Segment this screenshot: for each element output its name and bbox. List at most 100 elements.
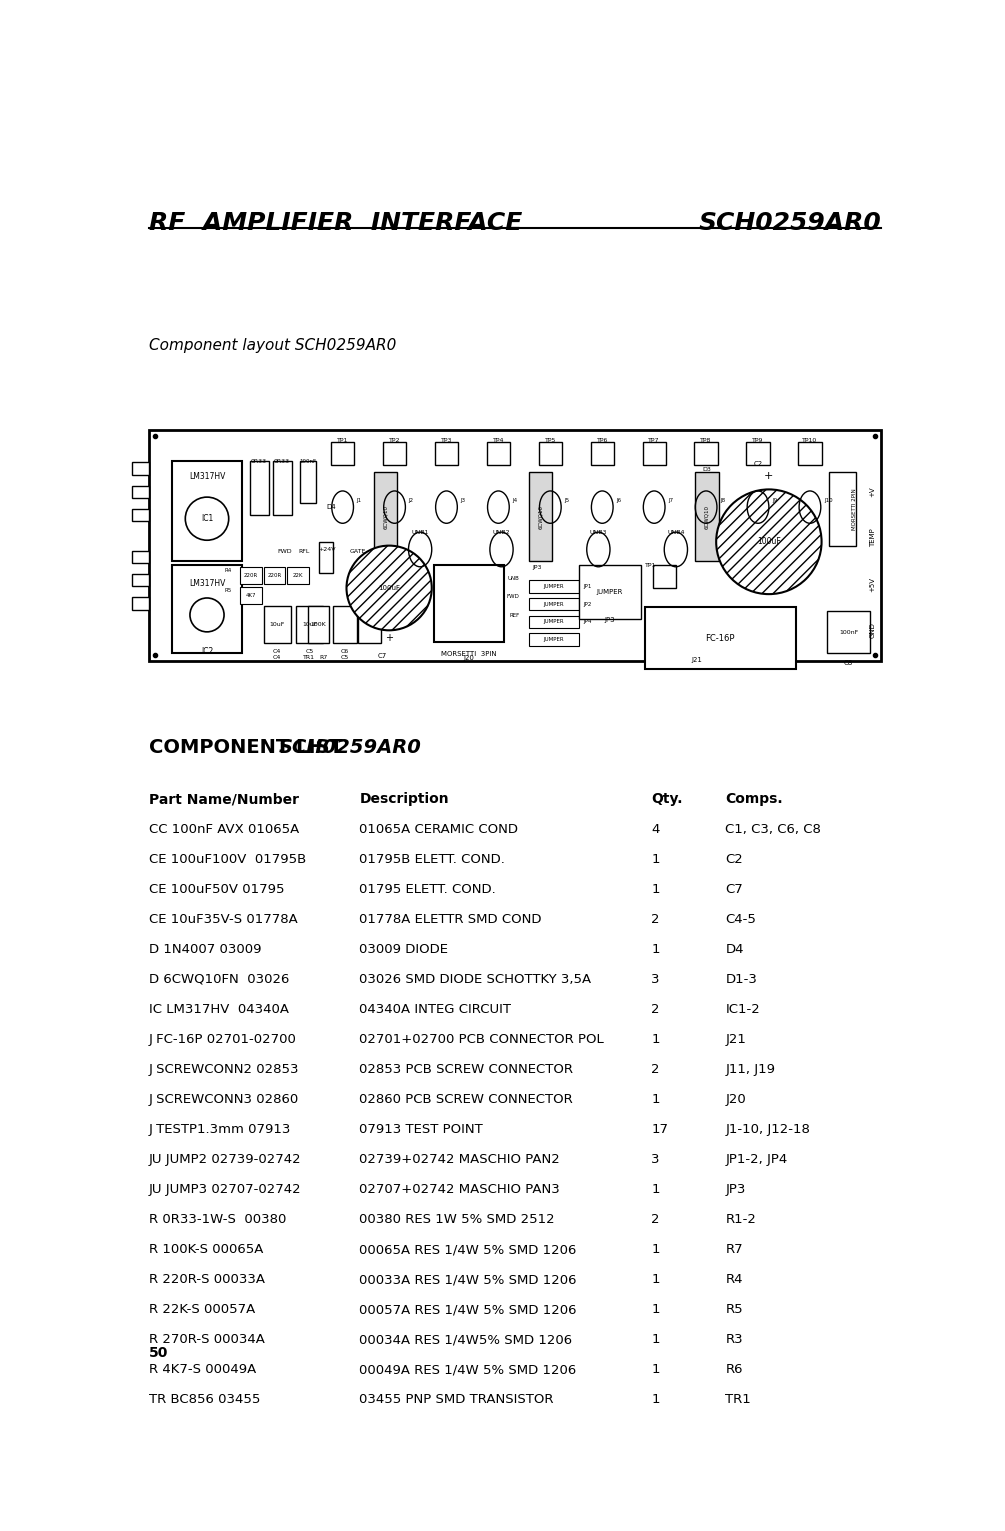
- Text: TEMP: TEMP: [869, 528, 875, 547]
- Bar: [240, 566, 262, 585]
- Text: Description: Description: [360, 792, 449, 805]
- Text: IC2: IC2: [201, 648, 213, 657]
- Text: UNB3: UNB3: [590, 530, 607, 534]
- Text: 1: 1: [651, 1364, 660, 1376]
- Text: J20: J20: [726, 1093, 746, 1105]
- Text: J SCREWCONN2 02853: J SCREWCONN2 02853: [149, 1063, 299, 1076]
- Text: 02701+02700 PCB CONNECTOR POL: 02701+02700 PCB CONNECTOR POL: [360, 1033, 604, 1046]
- Text: R 270R-S 00034A: R 270R-S 00034A: [149, 1334, 265, 1346]
- Text: 01065A CERAMIC COND: 01065A CERAMIC COND: [360, 822, 519, 836]
- Text: 2: 2: [651, 1213, 660, 1226]
- Text: SCH0259AR0: SCH0259AR0: [279, 738, 422, 758]
- Text: R 22K-S 00057A: R 22K-S 00057A: [149, 1303, 255, 1317]
- Bar: [827, 611, 869, 654]
- Text: JP3: JP3: [726, 1183, 746, 1196]
- Text: R 220R-S 00033A: R 220R-S 00033A: [149, 1274, 265, 1286]
- Circle shape: [717, 490, 821, 594]
- Text: 220R: 220R: [267, 573, 281, 579]
- Text: C7: C7: [378, 654, 387, 660]
- Text: CE 100uF100V  01795B: CE 100uF100V 01795B: [149, 853, 307, 867]
- Bar: [486, 441, 510, 465]
- Text: 1: 1: [651, 853, 660, 867]
- Text: JUMPER: JUMPER: [544, 637, 564, 641]
- Text: J10: J10: [824, 498, 832, 502]
- Text: Qty.: Qty.: [651, 792, 682, 805]
- Bar: [695, 473, 719, 560]
- Text: JP3: JP3: [605, 617, 615, 623]
- Text: C2: C2: [726, 853, 743, 867]
- Bar: [529, 634, 579, 646]
- Text: R 100K-S 00065A: R 100K-S 00065A: [149, 1243, 263, 1257]
- Bar: [591, 441, 614, 465]
- Text: 03455 PNP SMD TRANSISTOR: 03455 PNP SMD TRANSISTOR: [360, 1393, 554, 1407]
- Text: TP8: TP8: [700, 438, 712, 442]
- Text: R7: R7: [320, 655, 328, 660]
- Text: C7: C7: [726, 883, 743, 896]
- Text: D4: D4: [327, 504, 336, 510]
- Text: 01795 ELETT. COND.: 01795 ELETT. COND.: [360, 883, 496, 896]
- Bar: [747, 441, 770, 465]
- Text: +24V: +24V: [319, 547, 336, 553]
- Text: JUMPER: JUMPER: [544, 583, 564, 589]
- Text: 6CWQ10: 6CWQ10: [538, 505, 543, 530]
- Text: MORSETTI 2PIN: MORSETTI 2PIN: [851, 488, 856, 530]
- Text: C4: C4: [273, 649, 281, 654]
- Text: GND: GND: [869, 623, 875, 638]
- Text: JP1: JP1: [583, 583, 591, 589]
- Text: C6: C6: [341, 649, 349, 654]
- Text: J TESTP1.3mm 07913: J TESTP1.3mm 07913: [149, 1124, 291, 1136]
- Text: LM317HV: LM317HV: [189, 579, 225, 588]
- Bar: [829, 473, 856, 545]
- Bar: [645, 608, 796, 669]
- Text: J1-10, J12-18: J1-10, J12-18: [726, 1124, 810, 1136]
- Bar: [172, 565, 242, 654]
- Text: 50: 50: [149, 1346, 168, 1361]
- Text: R7: R7: [726, 1243, 743, 1257]
- Bar: [132, 574, 149, 586]
- Text: 1: 1: [651, 1093, 660, 1105]
- Bar: [652, 565, 676, 588]
- Text: 1: 1: [651, 883, 660, 896]
- Text: J5: J5: [564, 498, 570, 502]
- Text: TP9: TP9: [753, 438, 764, 442]
- Text: TR1: TR1: [726, 1393, 751, 1407]
- Bar: [132, 508, 149, 521]
- Text: GATE: GATE: [350, 550, 366, 554]
- Text: 17: 17: [651, 1124, 668, 1136]
- Text: C8: C8: [844, 660, 853, 666]
- Text: FWD: FWD: [277, 550, 291, 554]
- Text: 3: 3: [651, 974, 660, 986]
- Text: 100uF: 100uF: [378, 585, 400, 591]
- Text: CE 10uF35V-S 01778A: CE 10uF35V-S 01778A: [149, 912, 297, 926]
- Text: C5: C5: [341, 655, 349, 660]
- Text: C1, C3, C6, C8: C1, C3, C6, C8: [726, 822, 821, 836]
- Text: JP4: JP4: [583, 620, 591, 625]
- Text: TP7: TP7: [648, 438, 660, 442]
- Text: R4: R4: [726, 1274, 743, 1286]
- Text: JUMPER: JUMPER: [597, 589, 623, 596]
- Text: D 1N4007 03009: D 1N4007 03009: [149, 943, 261, 955]
- Text: 04340A INTEG CIRCUIT: 04340A INTEG CIRCUIT: [360, 1003, 512, 1017]
- Text: IC1: IC1: [201, 514, 213, 524]
- Text: TP3: TP3: [441, 438, 452, 442]
- Text: JUMPER: JUMPER: [544, 602, 564, 606]
- Text: TP4: TP4: [492, 438, 505, 442]
- Circle shape: [347, 545, 432, 631]
- Text: 2: 2: [651, 1063, 660, 1076]
- Bar: [358, 606, 381, 643]
- Text: R 0R33-1W-S  00380: R 0R33-1W-S 00380: [149, 1213, 286, 1226]
- Text: R6: R6: [726, 1364, 743, 1376]
- Text: 6CWQ10: 6CWQ10: [705, 505, 710, 530]
- Text: MORSETTI  3PIN: MORSETTI 3PIN: [441, 651, 496, 657]
- Text: JUMPER: JUMPER: [544, 620, 564, 625]
- Bar: [529, 580, 579, 592]
- Text: C2: C2: [754, 461, 763, 467]
- Text: TR BC856 03455: TR BC856 03455: [149, 1393, 260, 1407]
- Text: J SCREWCONN3 02860: J SCREWCONN3 02860: [149, 1093, 299, 1105]
- Text: 220R: 220R: [244, 573, 258, 579]
- Bar: [273, 461, 292, 514]
- Text: 00049A RES 1/4W 5% SMD 1206: 00049A RES 1/4W 5% SMD 1206: [360, 1364, 577, 1376]
- Text: TP10: TP10: [802, 438, 818, 442]
- Bar: [300, 461, 316, 504]
- Text: TP5: TP5: [545, 438, 556, 442]
